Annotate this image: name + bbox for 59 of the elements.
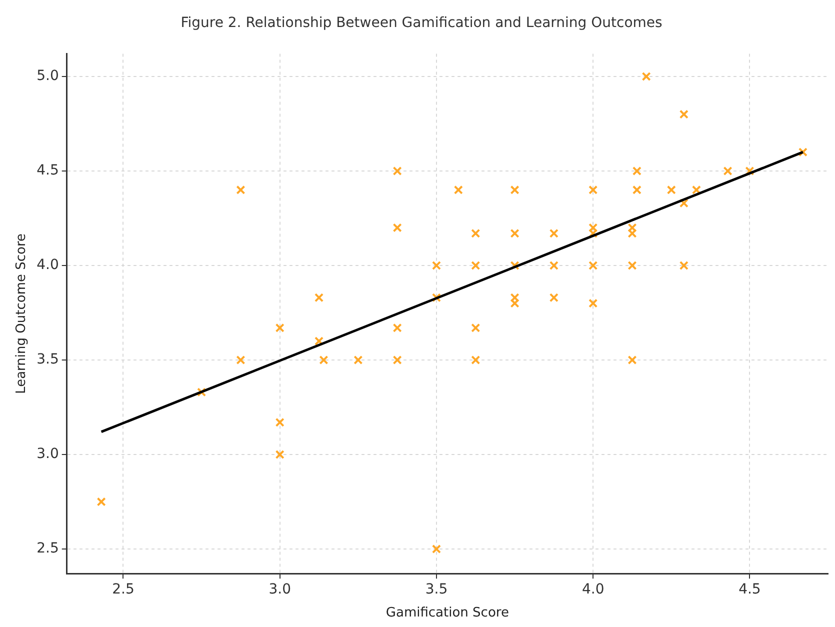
- point: [510, 260, 520, 270]
- point: [432, 260, 442, 270]
- point: [197, 388, 206, 397]
- x-axis-title: Gamification Score: [386, 606, 509, 621]
- x-tick-label: 2.5: [112, 582, 134, 598]
- point: [510, 185, 520, 194]
- x-tick-label: 3.5: [425, 582, 448, 598]
- point: [236, 355, 246, 365]
- x-tick-label: 4.5: [738, 582, 761, 598]
- point: [471, 355, 480, 365]
- point: [354, 355, 363, 365]
- point: [510, 228, 520, 238]
- chart-title: Figure 2. Relationship Between Gamification and Learning Outcomes: [180, 15, 662, 32]
- point: [692, 185, 701, 194]
- point: [392, 166, 402, 176]
- point: [314, 336, 324, 346]
- point: [454, 185, 463, 194]
- point: [236, 185, 246, 194]
- point: [275, 323, 284, 332]
- point: [432, 293, 442, 302]
- point: [96, 497, 106, 506]
- point: [723, 166, 732, 176]
- point: [471, 260, 480, 270]
- point: [745, 166, 754, 176]
- point: [588, 185, 598, 194]
- point: [588, 298, 598, 308]
- point: [679, 110, 688, 119]
- y-tick-label: 2.5: [36, 540, 59, 557]
- point: [549, 228, 558, 238]
- point: [628, 260, 637, 270]
- y-axis-title: Learning Outcome Score: [14, 233, 30, 394]
- point: [666, 185, 676, 194]
- point: [549, 293, 558, 302]
- point: [679, 198, 688, 208]
- point: [471, 228, 480, 238]
- point: [432, 544, 442, 554]
- point: [632, 185, 642, 194]
- x-tick-label: 3.0: [268, 582, 291, 598]
- point: [275, 450, 284, 460]
- point: [314, 293, 324, 302]
- point: [319, 355, 328, 365]
- point: [392, 223, 402, 232]
- point: [642, 72, 651, 82]
- point: [392, 355, 402, 365]
- y-tick-label: 4.0: [36, 257, 59, 274]
- y-tick-label: 5.0: [36, 68, 59, 84]
- x-tick-label: 4.0: [582, 582, 604, 598]
- point: [679, 260, 688, 270]
- point: [549, 260, 558, 270]
- point: [588, 260, 598, 270]
- y-tick-label: 3.5: [36, 352, 59, 368]
- point: [798, 148, 808, 157]
- y-tick-label: 4.5: [36, 162, 59, 179]
- point: [392, 323, 402, 332]
- point: [471, 323, 480, 332]
- point: [628, 355, 637, 365]
- point: [632, 166, 642, 176]
- point: [275, 418, 284, 427]
- y-tick-label: 3.0: [36, 446, 59, 462]
